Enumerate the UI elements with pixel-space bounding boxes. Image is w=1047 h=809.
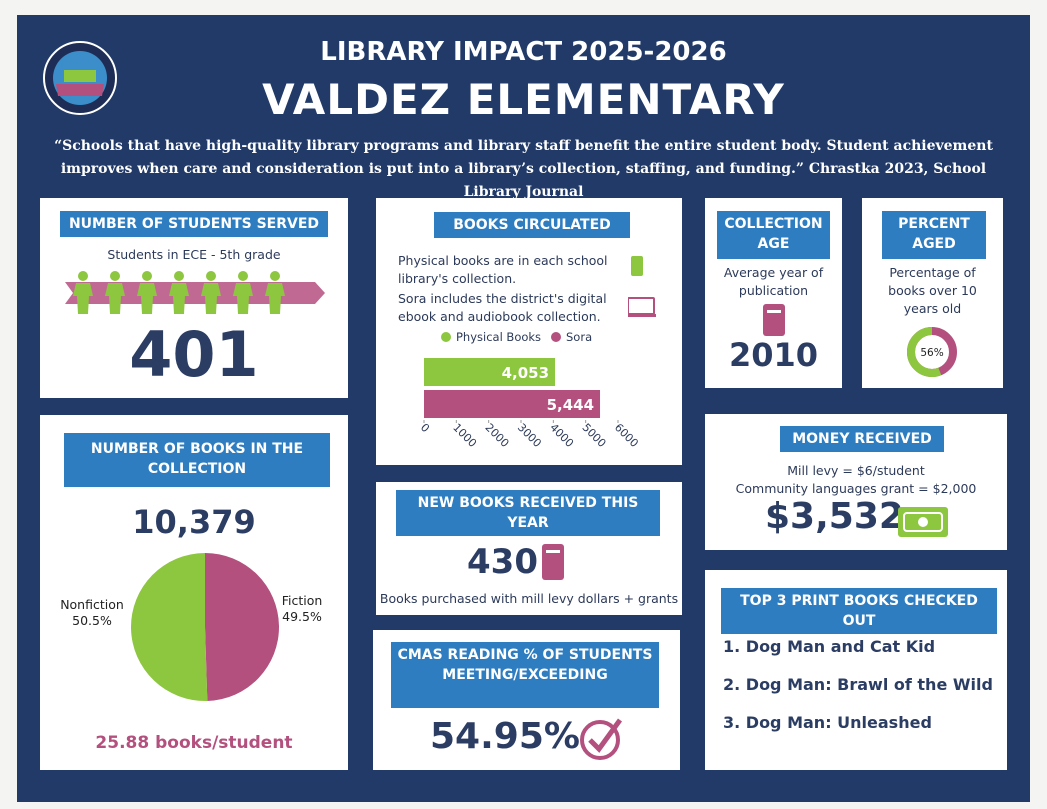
collection-age-card: COLLECTION AGE Average year of publicati…: [705, 198, 842, 388]
card-heading: PERCENT AGED: [882, 211, 986, 259]
card-heading: NUMBER OF STUDENTS SERVED: [60, 211, 328, 237]
person-body: [169, 283, 189, 314]
money-line: Community languages grant = $2,000: [735, 481, 977, 496]
bar-label: 4,053: [502, 364, 549, 382]
person-head: [270, 271, 280, 281]
legend-swatch: [551, 332, 561, 342]
person-body: [137, 283, 157, 314]
pie-label: Fiction: [282, 593, 323, 608]
card-heading: TOP 3 PRINT BOOKS CHECKED OUT: [721, 588, 997, 634]
x-tick-label: 3000: [515, 421, 544, 450]
bar-label: 5,444: [547, 396, 594, 414]
money-line: Mill levy = $6/student: [787, 463, 925, 478]
quote: “Schools that have high-quality library …: [54, 138, 993, 200]
student-icons: [65, 271, 325, 314]
book-item: 3. Dog Man: Unleashed: [723, 713, 932, 732]
bar-chart: Physical Books 4,053 Sora 5,444 0 1000 2000 300…: [418, 330, 641, 450]
check-icon: [580, 718, 623, 760]
money-icon: [898, 507, 948, 537]
card-heading: MONEY RECEIVED: [780, 426, 944, 452]
person-head: [78, 271, 88, 281]
top-books-card: TOP 3 PRINT BOOKS CHECKED OUT 1. Dog Man…: [705, 570, 1007, 770]
person-body: [105, 283, 125, 314]
big-number: 430: [467, 542, 538, 582]
person-body: [201, 283, 221, 314]
legend-swatch: [441, 332, 451, 342]
book-icon: [542, 544, 564, 580]
poster: LIBRARY IMPACT 2025-2026 VALDEZ ELEMENTA…: [17, 15, 1030, 802]
person-head: [174, 271, 184, 281]
book-list: 1. Dog Man and Cat Kid 2. Dog Man: Brawl…: [723, 628, 993, 742]
big-number: 401: [129, 318, 259, 391]
person-head: [238, 271, 248, 281]
x-tick-label: 6000: [612, 421, 641, 450]
subtitle: Students in ECE - 5th grade: [107, 247, 281, 262]
x-tick-label: 4000: [547, 421, 576, 450]
students-card: NUMBER OF STUDENTS SERVED Students in EC…: [40, 198, 348, 398]
big-number: 54.95%: [430, 716, 580, 757]
card-heading: BOOKS CIRCULATED: [434, 212, 630, 238]
pie-value: 50.5%: [72, 613, 112, 628]
sora-note: Sora includes the district's digital ebo…: [398, 291, 607, 324]
x-tick-label: 1000: [450, 421, 479, 450]
icons: [628, 256, 656, 317]
card-heading: CMAS READING % OF STUDENTS MEETING/EXCEE…: [391, 642, 659, 708]
note: Percentage of books over 10 years old: [888, 265, 977, 316]
book-icon: [763, 304, 785, 336]
legend-label: Sora: [566, 330, 592, 344]
pie-label: Nonfiction: [60, 597, 124, 612]
pie-slice: [131, 553, 208, 701]
donut-chart: 56%: [907, 327, 957, 377]
person-body: [233, 283, 253, 314]
money-card: MONEY RECEIVED Mill levy = $6/student Co…: [705, 414, 1007, 550]
title: LIBRARY IMPACT 2025-2026: [320, 37, 727, 67]
circulation-card: BOOKS CIRCULATED Physical books are in e…: [376, 198, 682, 465]
school-name: VALDEZ ELEMENTARY: [262, 75, 785, 124]
note: Books purchased with mill levy dollars +…: [379, 591, 679, 606]
person-head: [142, 271, 152, 281]
collection-card: NUMBER OF BOOKS IN THE COLLECTION 10,379…: [40, 415, 348, 770]
big-number: 2010: [728, 336, 819, 374]
person-body: [73, 283, 93, 314]
book-item: 1. Dog Man and Cat Kid: [723, 637, 936, 656]
percent-aged-card: PERCENT AGED Percentage of books over 10…: [862, 198, 1003, 388]
per-student: 25.88 books/student: [95, 733, 293, 753]
bar: [424, 358, 556, 386]
legend-label: Physical Books: [456, 330, 541, 344]
logo: [43, 41, 117, 115]
cmas-card: CMAS READING % OF STUDENTS MEETING/EXCEE…: [373, 630, 680, 770]
big-number: 10,379: [132, 503, 256, 541]
card-heading: NUMBER OF BOOKS IN THE COLLECTION: [64, 433, 330, 487]
new-books-card: NEW BOOKS RECEIVED THIS YEAR 430 Books p…: [376, 482, 682, 615]
x-tick-label: 5000: [580, 421, 609, 450]
person-head: [110, 271, 120, 281]
x-tick-label: 0: [418, 421, 432, 435]
donut-arc: [907, 327, 957, 377]
note: Average year of publication: [723, 265, 824, 298]
book-item: 2. Dog Man: Brawl of the Wild: [723, 675, 993, 694]
bar: [424, 390, 601, 418]
pie-slice: [205, 553, 280, 701]
physical-note: Physical books are in each school librar…: [398, 253, 608, 286]
card-heading: NEW BOOKS RECEIVED THIS YEAR: [396, 490, 660, 536]
x-tick-label: 2000: [483, 421, 512, 450]
big-number: $3,532: [765, 496, 904, 537]
donut-label: 56%: [920, 347, 943, 359]
person-head: [206, 271, 216, 281]
pie-value: 49.5%: [282, 609, 322, 624]
card-heading: COLLECTION AGE: [717, 211, 830, 259]
person-body: [265, 283, 285, 314]
